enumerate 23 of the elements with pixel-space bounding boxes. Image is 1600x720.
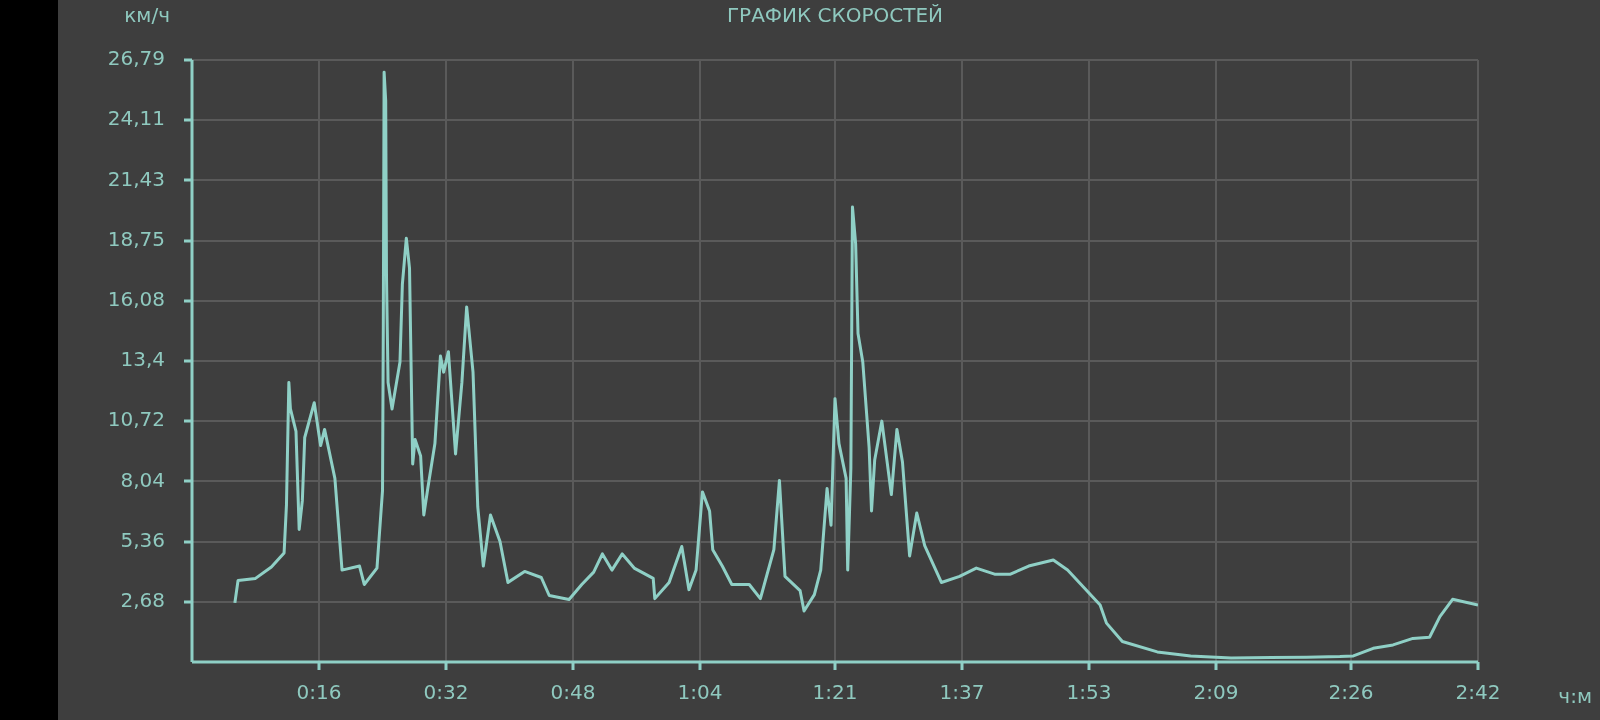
y-tick-label: 10,72 [107, 407, 165, 432]
y-tick-label: 24,11 [107, 106, 165, 131]
x-axis-title: ч:м [1558, 684, 1592, 709]
y-tick-label: 26,79 [107, 46, 165, 71]
x-tick-label: 1:53 [1066, 680, 1112, 705]
x-tick-label: 0:32 [423, 680, 469, 705]
x-tick-label: 2:26 [1328, 680, 1374, 705]
y-tick-label: 2,68 [120, 587, 165, 612]
y-tick-label: 5,36 [120, 527, 165, 552]
x-tick-label: 0:16 [296, 680, 342, 705]
y-tick-label: 18,75 [107, 226, 165, 251]
x-tick-label: 1:37 [939, 680, 985, 705]
chart-title: ГРАФИК СКОРОСТЕЙ [726, 3, 944, 28]
y-tick-label: 21,43 [107, 166, 165, 191]
y-tick-label: 16,08 [107, 286, 165, 311]
x-tick-label: 0:48 [550, 680, 596, 705]
x-tick-label: 1:04 [677, 680, 723, 705]
x-tick-label: 2:09 [1193, 680, 1239, 705]
y-tick-label: 13,4 [120, 347, 165, 372]
y-tick-label: 8,04 [120, 467, 165, 492]
y-axis-title: км/ч [124, 3, 170, 28]
x-tick-label: 1:21 [812, 680, 858, 705]
x-tick-label: 2:42 [1455, 680, 1501, 705]
